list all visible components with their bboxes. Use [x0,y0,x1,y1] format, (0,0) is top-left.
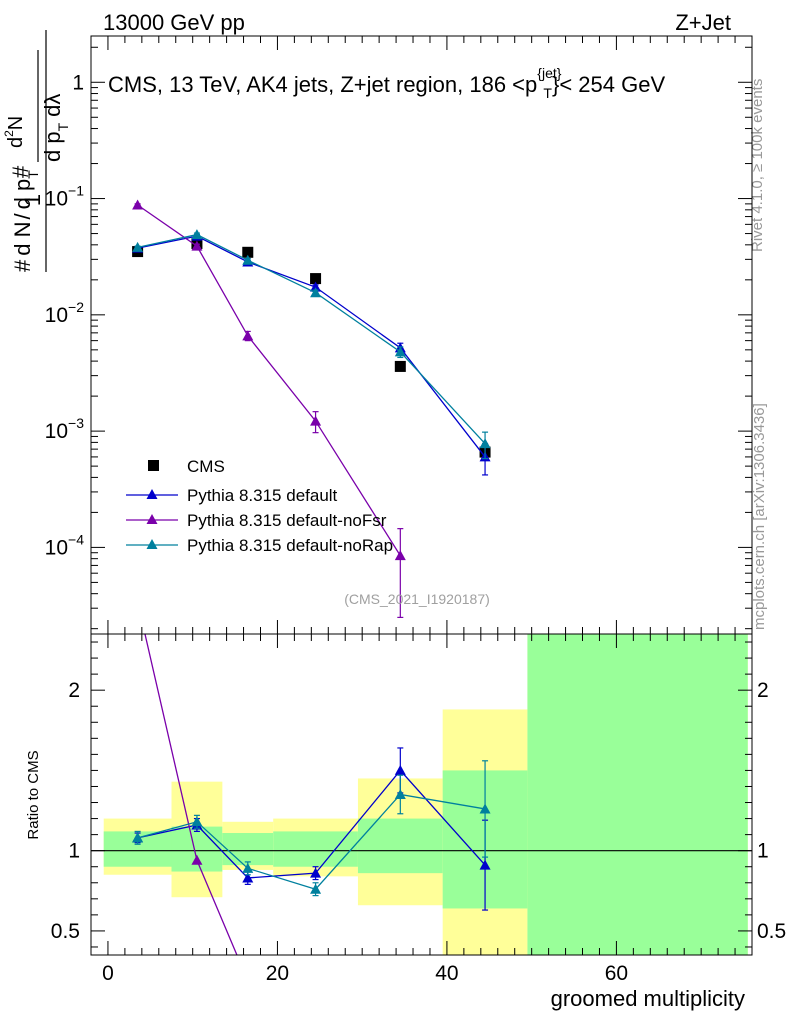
figure: 13000 GeV pp Z+Jet Rivet 4.1.0, ≥ 100k e… [0,0,786,1024]
top-ytick-label-0: 1 [72,71,84,94]
title-main: CMS, 13 TeV, AK4 jets, Z+jet region, 186… [108,72,537,97]
legend-label-cms: CMS [187,457,225,476]
ratio-ytick-label-left-1: 1 [68,840,80,863]
legend-marker-default [147,489,158,499]
nofsr-point-2 [242,330,253,340]
xtick-label-1: 20 [266,962,289,985]
legend-marker-cms [148,460,159,471]
mcplots-label: mcplots.cern.ch [arXiv:1306.3436] [751,403,768,630]
ylabel-d2n: d2N [2,116,27,148]
top-ytick-label-2: 10−2 [45,299,85,327]
green-band-6 [527,634,747,955]
ylabel-num: # [8,165,33,178]
nofsr-point-0 [132,200,143,210]
cms-point-4 [395,361,406,372]
bottom-panel: 0.5 0.5 1 1 2 2 0 20 40 60 Ratio to CMS groomed … [25,596,786,1011]
legend-label-nofsr: Pythia 8.315 default-noFsr [187,511,387,530]
top-panel: 1 10−1 10−2 10−3 10−4 CMS, 13 TeV, AK4 jets,… [2,30,752,649]
ratio-ytick-label-right-1: 1 [757,840,769,863]
x-axis-label: groomed multiplicity [551,986,745,1011]
legend: CMS Pythia 8.315 default Pythia 8.315 de… [126,457,393,555]
header-left: 13000 GeV pp [103,10,245,35]
ratio-ytick-label-left-2: 2 [68,679,80,702]
top-ytick-label-1: 10−1 [45,183,85,211]
ratio-default-point-4 [395,765,406,775]
ratio-nofsr-point-2 [242,975,253,985]
top-ylabel: 1 #d N/d pT # d2N d pTdλ [2,30,71,272]
nofsr-point-4 [395,550,406,560]
ratio-ylabel: Ratio to CMS [25,750,42,839]
xtick-label-3: 60 [605,962,628,985]
legend-marker-nofsr [147,514,158,524]
ratio-nofsr-point-0 [132,596,143,606]
ylabel-dpt: d pTdλ [40,94,71,162]
ratio-ytick-label-right-2: 2 [757,679,769,702]
norap-line [138,235,485,444]
ylabel-den: #d N/d pT [10,170,41,272]
top-ytick-label-3: 10−3 [45,415,85,443]
header-right: Z+Jet [675,10,731,35]
legend-marker-norap [147,539,158,549]
top-ytick-label-4: 10−4 [45,531,85,559]
title-tail: }< 254 GeV [552,72,665,97]
xtick-label-2: 40 [435,962,458,985]
watermark: (CMS_2021_I1920187) [344,591,490,607]
ratio-ytick-label-right-0: 0.5 [757,920,786,943]
xtick-label-0: 0 [102,962,114,985]
ratio-ytick-label-left-0: 0.5 [51,920,80,943]
norap-point-1 [191,229,202,239]
chart-title: CMS, 13 TeV, AK4 jets, Z+jet region, 186… [108,65,665,101]
legend-label-norap: Pythia 8.315 default-noRap [187,536,393,555]
legend-label-default: Pythia 8.315 default [187,486,338,505]
